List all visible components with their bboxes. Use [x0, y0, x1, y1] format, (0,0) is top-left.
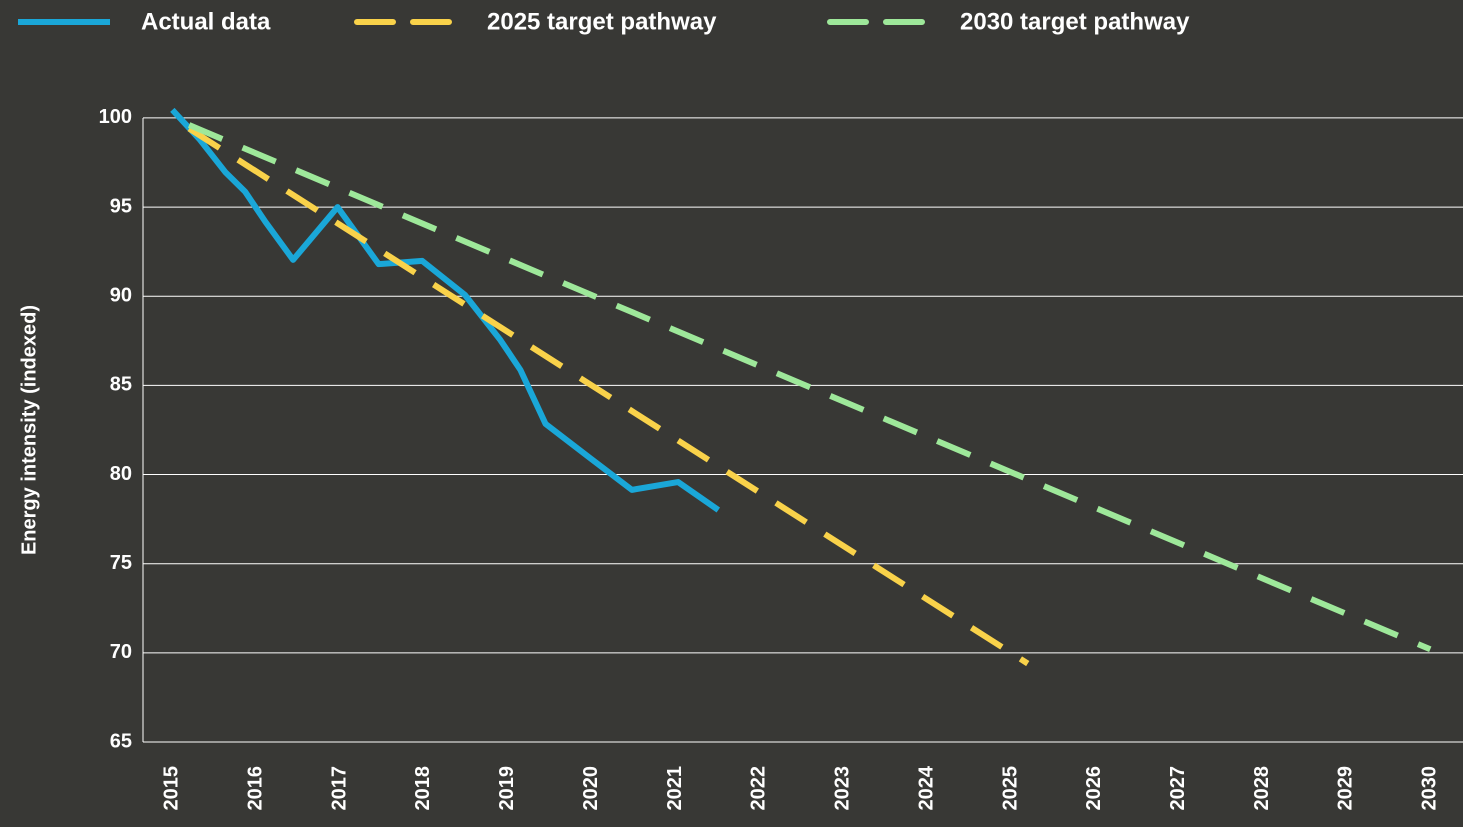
x-tick-label: 2028 — [1251, 766, 1273, 811]
x-tick-label: 2021 — [664, 766, 686, 811]
x-tick-label: 2026 — [1083, 766, 1105, 811]
x-tick-label: 2027 — [1167, 766, 1189, 811]
y-tick-label: 90 — [110, 285, 132, 307]
legend-label: Actual data — [141, 8, 271, 35]
x-tick-label: 2024 — [915, 765, 937, 810]
x-tick-label: 2025 — [999, 766, 1021, 811]
x-tick-label: 2030 — [1419, 766, 1441, 811]
x-tick-label: 2017 — [328, 766, 350, 811]
y-tick-label: 85 — [110, 374, 132, 396]
x-tick-label: 2018 — [412, 766, 434, 811]
legend-label: 2025 target pathway — [487, 8, 717, 35]
series-line — [187, 122, 1432, 653]
x-tick-label: 2020 — [580, 766, 602, 811]
x-tick-label: 2015 — [161, 766, 183, 811]
legend-label: 2030 target pathway — [960, 8, 1190, 35]
y-tick-label: 80 — [110, 463, 132, 485]
series-line — [170, 107, 721, 513]
y-tick-label: 100 — [99, 106, 132, 128]
x-tick-label: 2022 — [748, 766, 770, 811]
x-tick-label: 2023 — [832, 766, 854, 811]
y-tick-label: 65 — [110, 730, 132, 752]
y-tick-label: 70 — [110, 641, 132, 663]
y-axis-label: Energy intensity (indexed) — [18, 305, 40, 555]
x-tick-label: 2016 — [244, 766, 266, 811]
series-line — [187, 126, 1030, 667]
x-tick-label: 2019 — [496, 766, 518, 811]
y-tick-label: 75 — [110, 552, 132, 574]
x-tick-label: 2029 — [1335, 766, 1357, 811]
y-tick-label: 95 — [110, 195, 132, 217]
